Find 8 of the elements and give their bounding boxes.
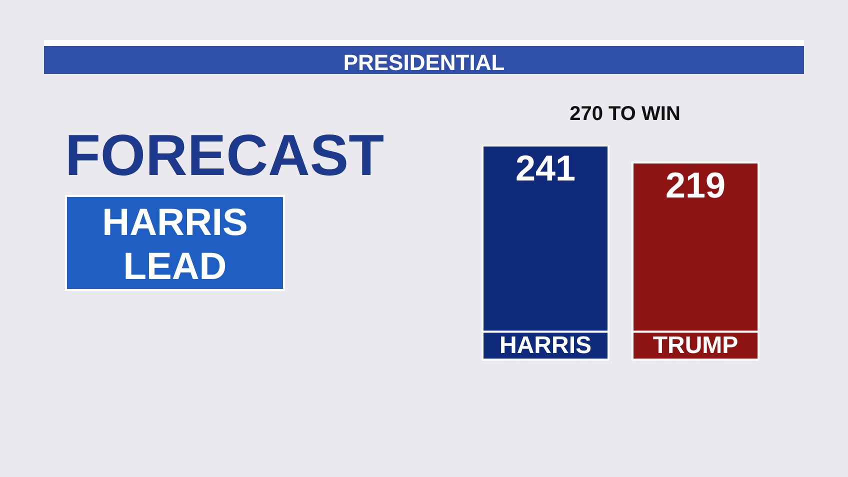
x-tick-label: HARRIS	[500, 332, 592, 360]
data-label: 241	[515, 148, 576, 188]
text: FORECAST	[65, 122, 384, 190]
text: HARRIS LEAD	[101, 201, 249, 289]
text: 270 TO WIN	[570, 102, 680, 127]
data-label: 219	[665, 164, 726, 206]
x-tick-label: TRUMP	[652, 332, 738, 360]
chart-title: PRESIDENTIAL	[343, 49, 505, 77]
